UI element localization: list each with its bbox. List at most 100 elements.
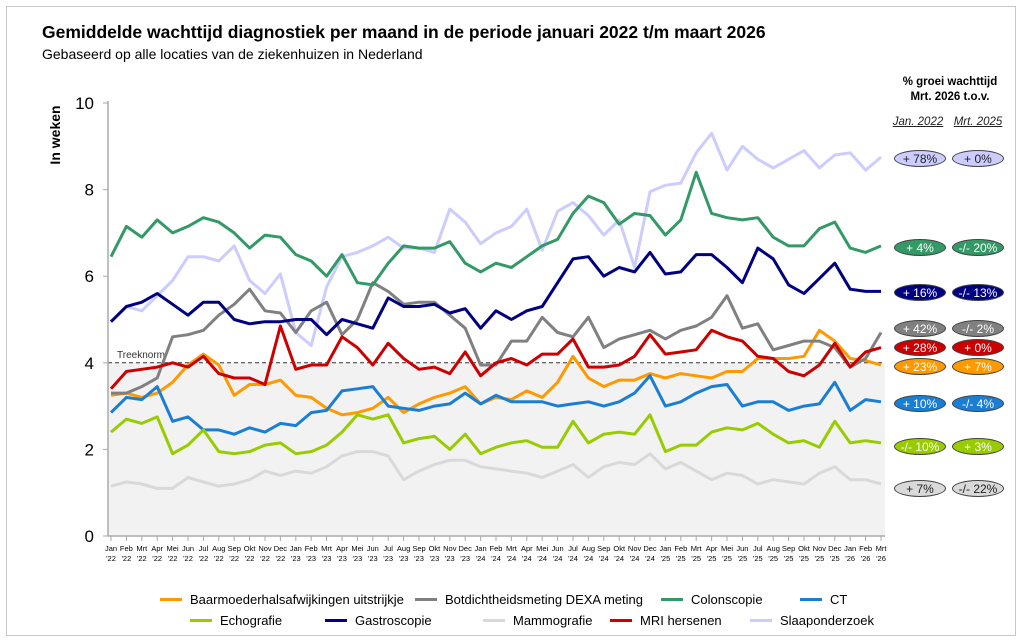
x-tick-label-month: Jun [367, 544, 379, 553]
x-tick-label-month: Jan [475, 544, 487, 553]
x-tick-label-month: Okt [613, 544, 626, 553]
x-tick-label-month: Nov [258, 544, 272, 553]
x-tick-label-month: Feb [674, 544, 687, 553]
y-tick-label: 10 [75, 94, 94, 113]
y-tick-label: 2 [85, 440, 94, 459]
legend-label: Echografie [220, 613, 283, 628]
legend-label: Mammografie [513, 613, 593, 628]
x-tick-label-year: '24 [553, 554, 563, 563]
x-tick-label-month: Nov [628, 544, 642, 553]
growth-badge: + 3% [952, 438, 1004, 455]
x-tick-label-year: '22 [229, 554, 239, 563]
x-tick-label-year: '25 [768, 554, 778, 563]
x-tick-label-month: Mei [721, 544, 733, 553]
x-tick-label-month: Jul [199, 544, 209, 553]
x-tick-label-year: '23 [306, 554, 316, 563]
growth-badge: -/- 10% [894, 438, 946, 455]
legend-item: CT [800, 592, 847, 607]
x-tick-label-month: Dec [828, 544, 842, 553]
legend-label: MRI hersenen [640, 613, 722, 628]
x-tick-label-month: Mei [167, 544, 179, 553]
x-tick-label-year: '26 [845, 554, 855, 563]
x-tick-label-year: '23 [460, 554, 470, 563]
legend-swatch [483, 619, 505, 622]
x-tick-label-month: Feb [859, 544, 872, 553]
x-tick-label-year: '23 [291, 554, 301, 563]
legend-swatch [160, 598, 182, 601]
x-tick-label-year: '25 [753, 554, 763, 563]
x-tick-label-year: '23 [353, 554, 363, 563]
x-tick-label-month: Aug [212, 544, 225, 553]
x-tick-label-month: Okt [429, 544, 442, 553]
x-tick-label-year: '24 [537, 554, 547, 563]
x-tick-label-year: '23 [399, 554, 409, 563]
growth-badge: + 16% [894, 284, 946, 301]
x-tick-label-month: Dec [274, 544, 288, 553]
legend-item: Colonscopie [661, 592, 763, 607]
x-tick-label-year: '22 [137, 554, 147, 563]
x-tick-label-year: '24 [630, 554, 640, 563]
growth-badge: -/- 13% [952, 284, 1004, 301]
x-tick-label-month: Jul [568, 544, 578, 553]
legend-item: Gastroscopie [325, 613, 432, 628]
series-line-gastroscopie [109, 246, 881, 337]
x-tick-label-month: Jun [736, 544, 748, 553]
x-tick-label-month: Dec [459, 544, 473, 553]
series-line-baarmoederhalsafwijkingen-uitstrijkje [110, 328, 882, 417]
growth-col-mrt2025: Mrt. 2025 [953, 116, 1003, 128]
x-tick-label-year: '25 [815, 554, 825, 563]
legend-item: MRI hersenen [610, 613, 722, 628]
x-tick-label-month: Mrt [506, 544, 518, 553]
growth-badge: + 7% [952, 358, 1004, 375]
legend-swatch [661, 598, 683, 601]
growth-panel-title: % groei wachttijd [902, 76, 998, 88]
x-tick-label-year: '22 [152, 554, 162, 563]
legend-label: Baarmoederhalsafwijkingen uitstrijkje [190, 592, 404, 607]
x-tick-label-year: '25 [661, 554, 671, 563]
x-tick-label-year: '24 [507, 554, 517, 563]
x-tick-label-month: Sep [228, 544, 241, 553]
growth-panel-subtitle: Mrt. 2026 t.o.v. [910, 91, 990, 103]
x-tick-label-year: '26 [861, 554, 871, 563]
x-tick-label-month: Mrt [876, 544, 888, 553]
x-tick-label-year: '22 [214, 554, 224, 563]
x-tick-label-year: '22 [276, 554, 286, 563]
growth-badge: -/- 20% [952, 239, 1004, 256]
x-tick-label-month: Nov [443, 544, 457, 553]
x-tick-label-month: Aug [582, 544, 595, 553]
growth-badge: -/- 22% [952, 480, 1004, 497]
growth-badge: + 0% [952, 339, 1004, 356]
x-tick-label-month: Jan [290, 544, 302, 553]
growth-badge: + 7% [894, 480, 946, 497]
legend-label: Botdichtheidsmeting DEXA meting [445, 592, 643, 607]
y-tick-label: 4 [85, 354, 94, 373]
x-tick-label-year: '24 [522, 554, 532, 563]
chart-title: Gemiddelde wachttijd diagnostiek per maa… [42, 22, 766, 42]
legend-swatch [325, 619, 347, 622]
x-tick-label-year: '22 [168, 554, 178, 563]
legend-label: Gastroscopie [355, 613, 432, 628]
series-line-slaaponderzoek [109, 131, 882, 347]
series-line-mammografie [110, 450, 882, 490]
x-tick-label-year: '22 [260, 554, 270, 563]
x-tick-label-year: '22 [245, 554, 255, 563]
series-line-botdichtheidsmeting-dexa-meting [111, 281, 883, 395]
chart-subtitle: Gebaseerd op alle locaties van de zieken… [42, 46, 423, 62]
x-tick-label-month: Nov [813, 544, 827, 553]
legend-label: Colonscopie [691, 592, 763, 607]
series-line-colonscopie [109, 170, 882, 287]
growth-badge: + 4% [894, 239, 946, 256]
x-tick-label-month: Aug [397, 544, 410, 553]
x-tick-label-year: '26 [876, 554, 886, 563]
x-tick-label-year: '24 [645, 554, 655, 563]
growth-badge: -/- 4% [952, 395, 1004, 412]
x-tick-label-year: '23 [368, 554, 378, 563]
x-tick-label-year: '22 [106, 554, 116, 563]
x-tick-label-year: '23 [430, 554, 440, 563]
x-tick-label-year: '25 [707, 554, 717, 563]
x-tick-label-year: '25 [830, 554, 840, 563]
legend-swatch [610, 619, 632, 622]
x-tick-label-year: '23 [337, 554, 347, 563]
x-tick-label-year: '22 [183, 554, 193, 563]
